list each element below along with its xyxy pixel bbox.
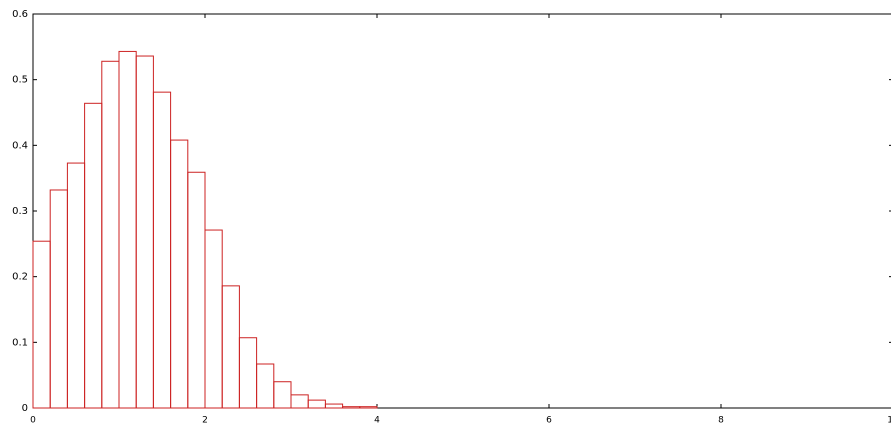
y-tick-label: 0.2 (12, 272, 28, 283)
bar (187, 171, 206, 409)
bar (256, 363, 275, 409)
bar (324, 403, 344, 409)
bar (32, 240, 51, 409)
y-tick-label: 0.4 (12, 140, 28, 151)
y-tick-label: 0 (22, 403, 28, 414)
x-tick-label: 6 (546, 416, 552, 424)
y-tick-label: 0.1 (12, 337, 28, 348)
y-tick-label: 0.5 (12, 75, 28, 86)
bar (101, 60, 120, 409)
bar (307, 399, 326, 409)
plot-frame (32, 13, 891, 409)
bar (118, 50, 137, 409)
bar (290, 394, 309, 409)
bar (170, 139, 189, 409)
bar (342, 406, 361, 409)
x-tick-label: 4 (374, 416, 380, 424)
bar (152, 91, 172, 409)
bar (66, 162, 86, 409)
bar (204, 229, 223, 409)
x-tick-label: 2 (202, 416, 208, 424)
x-tick-label: 10 (887, 416, 891, 424)
bar (359, 406, 378, 409)
y-tick-label: 0.3 (12, 206, 28, 217)
bar (49, 189, 68, 409)
bar (135, 55, 154, 409)
bar (84, 102, 103, 409)
x-tick-label: 0 (30, 416, 36, 424)
bar (238, 337, 258, 409)
y-tick-label: 0.6 (12, 9, 28, 20)
bar (221, 285, 240, 409)
x-tick-label: 8 (718, 416, 724, 424)
bar (273, 381, 292, 409)
